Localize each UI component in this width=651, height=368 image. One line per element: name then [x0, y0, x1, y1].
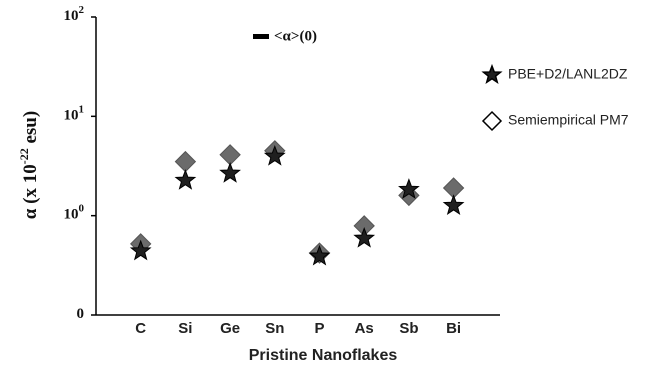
y-tick-exponent: 0 — [79, 202, 85, 214]
x-tick-label: Sn — [265, 320, 284, 337]
x-tick-label: Sb — [399, 320, 418, 337]
point — [353, 227, 376, 248]
y-tick-label: 100 — [64, 202, 85, 223]
x-tick-label: Ge — [220, 320, 240, 337]
legend-marker — [481, 110, 503, 132]
point — [219, 162, 241, 183]
y-tick-base: 10 — [64, 8, 79, 24]
point — [174, 150, 197, 173]
y-tick-label: 102 — [64, 4, 85, 25]
point — [174, 169, 197, 190]
point — [442, 194, 465, 215]
point — [308, 244, 331, 266]
y-tick-base: 10 — [64, 207, 79, 223]
point — [398, 178, 420, 199]
point — [129, 239, 152, 261]
x-tick-label: P — [314, 320, 324, 337]
x-tick-label: C — [135, 320, 146, 337]
x-tick-label: Bi — [446, 320, 461, 337]
annotation: <α>(0) — [274, 28, 317, 44]
y-title-suffix: esu) — [20, 111, 41, 148]
y-tick-base: 0 — [77, 306, 85, 322]
point — [219, 144, 241, 166]
y-tick-base: 10 — [64, 108, 79, 124]
legend-marker — [481, 63, 503, 85]
x-tick-label: As — [355, 320, 374, 337]
x-axis-title: Pristine Nanoflakes — [249, 347, 398, 364]
legend-label: Semiempirical PM7 — [508, 112, 629, 128]
y-title-base: α (x 10 — [20, 164, 41, 219]
y-tick-exponent: 2 — [79, 4, 85, 16]
x-tick-label: Si — [178, 320, 192, 337]
y-title-exponent: -22 — [17, 148, 31, 164]
legend-label: PBE+D2/LANL2DZ — [508, 66, 628, 82]
y-axis-title: α (x 10-22 esu) — [17, 111, 42, 219]
annotation-marker — [253, 34, 269, 39]
y-tick-label: 101 — [64, 103, 85, 124]
point — [263, 144, 286, 166]
y-tick-exponent: 1 — [79, 103, 85, 115]
y-tick-label: 0 — [77, 306, 85, 322]
